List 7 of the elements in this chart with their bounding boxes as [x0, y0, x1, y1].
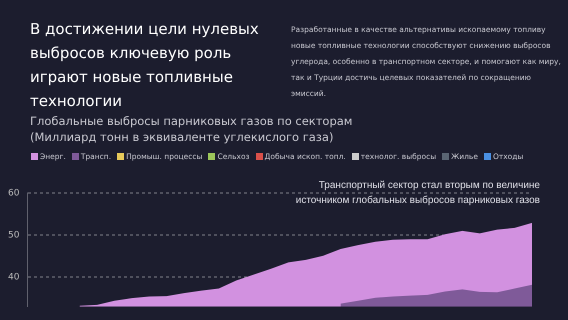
y-axis-title: (Миллиард тонн в эквиваленте углекислого газа) — [30, 129, 334, 145]
annotation: Транспортный сектор стал вторым по величине источником глобальных выбросов парниковых газов — [294, 179, 540, 208]
y-tick-label: 60 — [8, 188, 20, 198]
y-tick-label: 50 — [8, 230, 20, 240]
y-tick-label: 40 — [8, 272, 20, 282]
chart-subtitle: Глобальные выбросы парниковых газов по секторам — [30, 113, 352, 129]
chart-title: В достижении цели нулевых выбросов ключевую роль играют новые топливные технологии — [30, 19, 260, 112]
